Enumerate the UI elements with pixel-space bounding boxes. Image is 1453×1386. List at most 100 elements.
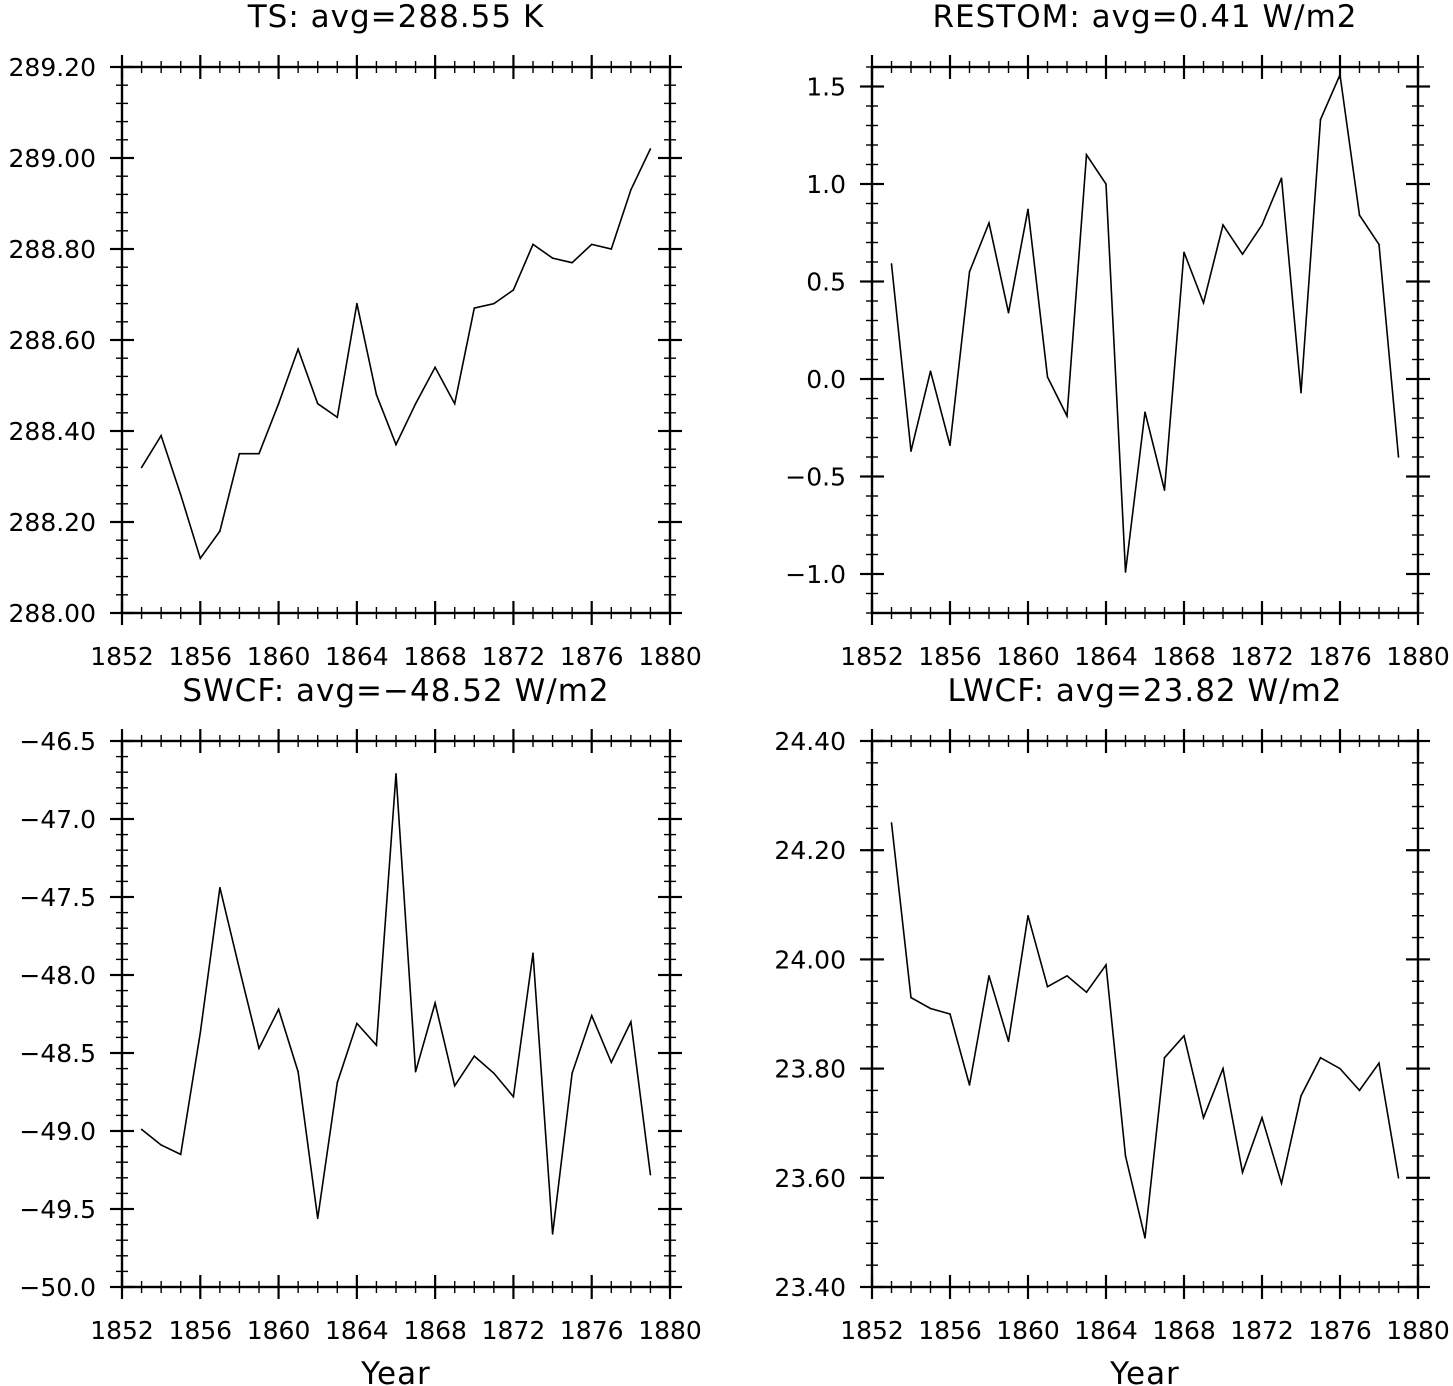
x-tick-label: 1880 (1386, 1316, 1450, 1345)
data-point (375, 393, 378, 396)
x-tick-label: 1876 (1308, 642, 1372, 671)
data-point (277, 1008, 280, 1011)
panel-title: SWCF: avg=−48.52 W/m2 (182, 673, 609, 709)
series-line (890, 71, 1400, 573)
data-point (1183, 1035, 1185, 1037)
data-point (1339, 1067, 1341, 1070)
x-axis-label: Year (1109, 1356, 1180, 1386)
data-point (1300, 1095, 1302, 1097)
x-tick-label: 1856 (168, 642, 232, 671)
panel-swcf: SWCF: avg=−48.52 W/m2 Year 1852 1856 1860 1… (19, 673, 701, 1386)
data-point (473, 1055, 476, 1057)
data-point (949, 444, 951, 447)
data-point (551, 257, 554, 259)
x-tick-label: 1860 (996, 1316, 1060, 1345)
data-point (968, 270, 971, 273)
data-point (297, 348, 299, 350)
y-tick-label: 288.00 (9, 599, 96, 628)
x-tick-label: 1856 (168, 1316, 232, 1345)
x-tick-label: 1868 (403, 642, 467, 671)
data-point (140, 466, 143, 469)
x-tick-label: 1864 (1074, 642, 1138, 671)
data-point (219, 886, 221, 889)
data-point (649, 1173, 652, 1176)
x-tick-label: 1864 (325, 642, 389, 671)
data-point (571, 1072, 573, 1075)
data-point (1027, 208, 1029, 211)
y-tick-label: 1.0 (806, 170, 846, 199)
panel-title: LWCF: avg=23.82 W/m2 (947, 673, 1342, 709)
y-tick-label: 24.00 (774, 945, 846, 974)
data-point (1222, 224, 1224, 226)
y-tick-label: −49.5 (19, 1195, 96, 1224)
x-tick-label: 1880 (1386, 642, 1450, 671)
data-point (610, 248, 613, 250)
data-point (453, 1084, 456, 1087)
data-point (356, 302, 358, 305)
data-point (258, 452, 260, 455)
x-tick-label: 1876 (560, 642, 624, 671)
plot-frame (870, 65, 1420, 615)
x-tick-label: 1852 (90, 1316, 154, 1345)
data-point (316, 402, 319, 405)
x-tick-label: 1868 (1152, 642, 1216, 671)
data-point (1144, 1237, 1146, 1239)
x-tick-label: 1880 (638, 642, 702, 671)
y-tick-label: −46.5 (19, 727, 96, 756)
panel-restom: RESTOM: avg=0.41 W/m2 1852 1856 1860 1864 18… (785, 0, 1450, 671)
data-point (375, 1044, 378, 1046)
y-tick-label: 23.60 (774, 1164, 846, 1193)
data-point (1319, 118, 1322, 121)
panel-ts: TS: avg=288.55 K 1852 1856 1860 1864 1868 187… (9, 0, 702, 671)
x-tick-label: 1860 (996, 642, 1060, 671)
data-point (199, 1031, 202, 1034)
data-point (1183, 251, 1185, 254)
data-point (988, 974, 990, 977)
data-point (1397, 456, 1400, 458)
data-point (929, 1007, 932, 1010)
y-tick-label: 0.0 (806, 365, 846, 394)
data-point (512, 1095, 515, 1098)
data-point (649, 148, 652, 150)
data-point (532, 243, 534, 246)
data-point (1046, 985, 1049, 988)
data-point (1280, 177, 1283, 179)
data-point (453, 402, 456, 405)
y-tick-label: 0.5 (806, 268, 846, 297)
y-tick-label: −1.0 (785, 560, 846, 589)
y-tick-label: 288.20 (9, 508, 96, 537)
y-tick-label: −47.5 (19, 883, 96, 912)
data-point (1280, 1182, 1283, 1185)
data-point (219, 530, 221, 532)
data-point (1124, 1155, 1127, 1157)
data-point (988, 222, 990, 224)
x-tick-label: 1856 (918, 1316, 982, 1345)
x-tick-label: 1860 (247, 1316, 311, 1345)
x-tick-label: 1880 (638, 1316, 702, 1345)
data-point (395, 443, 397, 446)
data-point (1007, 311, 1010, 314)
data-point (1241, 1171, 1244, 1174)
x-tick-label: 1860 (247, 642, 311, 671)
y-tick-label: 289.00 (9, 144, 96, 173)
data-point (968, 1084, 971, 1086)
panel-lwcf: LWCF: avg=23.82 W/m2 Year 1852 1856 1860 18… (774, 673, 1449, 1386)
y-tick-label: 23.40 (774, 1273, 846, 1302)
data-point (512, 289, 515, 291)
data-point (1202, 1116, 1205, 1119)
data-point (1339, 74, 1341, 76)
data-point (1397, 1177, 1400, 1179)
y-tick-label: −48.0 (19, 961, 96, 990)
data-point (1163, 489, 1166, 491)
data-point (238, 452, 241, 455)
data-point (1222, 1067, 1224, 1070)
data-point (1124, 571, 1127, 573)
data-point (1378, 1062, 1380, 1064)
data-point (199, 557, 202, 560)
data-point (277, 402, 280, 405)
series-line (140, 148, 652, 561)
x-tick-label: 1852 (840, 642, 904, 671)
data-point (473, 307, 476, 309)
plot-frame (870, 739, 1420, 1289)
